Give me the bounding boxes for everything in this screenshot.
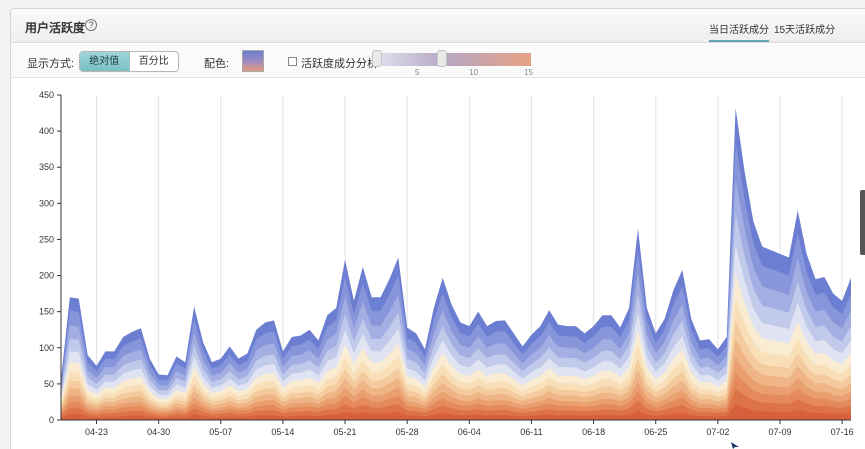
x-tick-label: 06-25: [644, 427, 667, 437]
slider-tick-5: 5: [415, 68, 420, 77]
activity-stacked-area-chart: 0 50 100 150 200 250 300 350 400 450 04-23 04-30 05-…: [39, 90, 854, 437]
side-panel-handle[interactable]: [860, 190, 865, 255]
x-tick-label: 06-11: [520, 427, 542, 437]
area-layer-7[interactable]: [61, 298, 851, 420]
slider-handle-max[interactable]: [437, 50, 447, 67]
y-tick-label: 300: [39, 198, 54, 208]
slider-tick-10: 10: [469, 68, 478, 77]
y-tick-label: 100: [39, 343, 54, 353]
user-activity-panel: 用户活跃度 ? 当日活跃成分 15天活跃成分 显示方式: 绝对值 百分比 配色:…: [10, 8, 865, 449]
activity-range-slider[interactable]: [377, 53, 531, 66]
y-tick-label: 350: [39, 162, 54, 172]
x-tick-label: 05-07: [209, 427, 232, 437]
x-tick-label: 06-18: [582, 427, 605, 437]
x-tick-label: 07-16: [831, 427, 854, 437]
panel-header: 用户活跃度 ? 当日活跃成分 15天活跃成分: [11, 9, 865, 43]
y-tick-label: 50: [44, 379, 54, 389]
display-mode-toggle: 绝对值 百分比: [79, 51, 179, 72]
y-tick-label: 150: [39, 307, 54, 317]
x-tick-label: 04-30: [147, 427, 170, 437]
x-tick-label: 07-02: [706, 427, 729, 437]
cursor-icon: [731, 442, 739, 449]
y-tick-label: 200: [39, 271, 54, 281]
area-layer-8[interactable]: [61, 273, 851, 420]
tab-today-activity[interactable]: 当日活跃成分: [709, 21, 769, 42]
x-tick-label: 05-28: [396, 427, 419, 437]
display-mode-label: 显示方式:: [27, 58, 75, 70]
area-layer-2[interactable]: [61, 388, 851, 420]
y-tick-label: 0: [49, 415, 54, 425]
x-tick-label: 04-23: [85, 427, 108, 437]
analysis-checkbox[interactable]: [288, 57, 297, 66]
x-tick-label: 07-09: [768, 427, 791, 437]
x-tick-label: 06-04: [458, 427, 481, 437]
mode-percent-button[interactable]: 百分比: [138, 56, 169, 67]
area-layer-6[interactable]: [61, 320, 851, 420]
color-scheme-swatch[interactable]: [242, 50, 264, 72]
x-tick-label: 05-14: [271, 427, 294, 437]
area-layer-4[interactable]: [61, 357, 851, 420]
panel-title: 用户活跃度: [25, 21, 86, 35]
area-layer-5[interactable]: [61, 338, 851, 420]
y-tick-label: 450: [39, 90, 54, 100]
color-scheme-label: 配色:: [204, 58, 230, 70]
y-tick-label: 250: [39, 234, 54, 244]
x-tick-label: 05-21: [334, 427, 357, 437]
analysis-label: 活跃度成分分析: [301, 58, 378, 70]
area-layer-1[interactable]: [61, 404, 851, 420]
chart-toolbar: 显示方式: 绝对值 百分比 配色: 活跃度成分分析 5 10 15: [11, 44, 865, 78]
y-tick-label: 400: [39, 126, 54, 136]
slider-tick-15: 15: [524, 68, 533, 77]
question-circle-icon[interactable]: ?: [85, 19, 97, 31]
area-layer-3[interactable]: [61, 373, 851, 420]
slider-handle-min[interactable]: [372, 50, 382, 67]
tab-15day-activity[interactable]: 15天活跃成分: [774, 25, 836, 36]
mode-absolute-button[interactable]: 绝对值: [80, 52, 130, 71]
